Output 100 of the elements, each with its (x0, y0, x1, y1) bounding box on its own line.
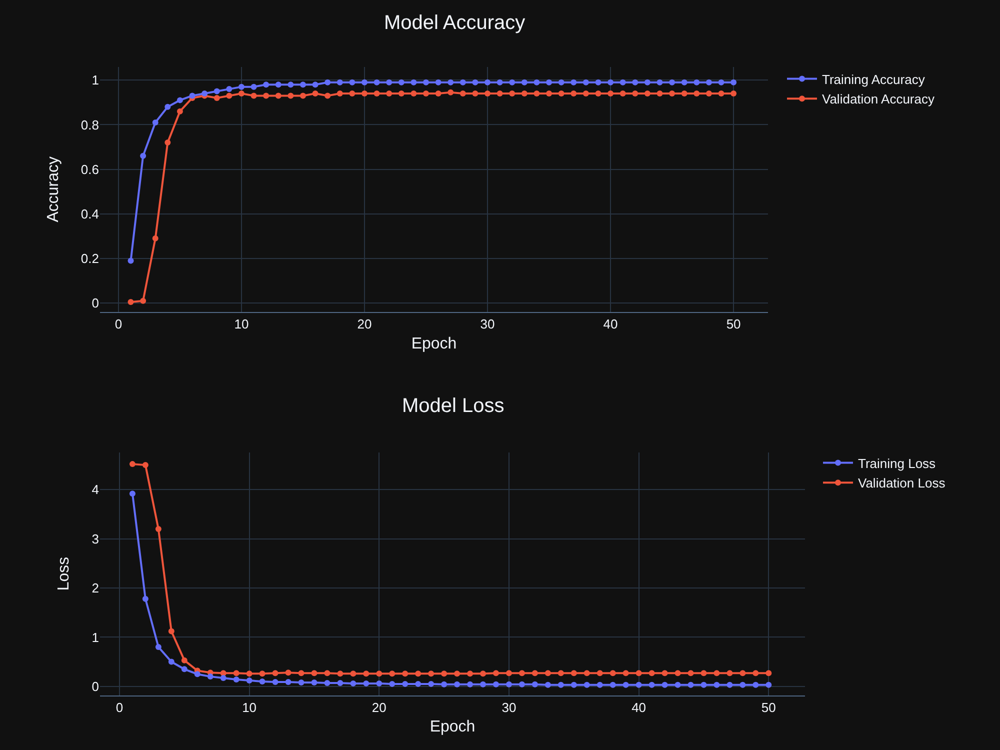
x-axis-title: Epoch (430, 718, 476, 736)
point (312, 82, 318, 88)
point (250, 92, 257, 99)
y-axis-title: Accuracy (44, 156, 62, 222)
point (688, 682, 694, 688)
point (726, 670, 733, 676)
point (506, 670, 512, 676)
point (669, 90, 676, 96)
y-tick-label: 1 (92, 72, 99, 88)
point (263, 92, 270, 99)
point (336, 79, 343, 86)
point (596, 670, 603, 676)
point (324, 670, 330, 676)
point (636, 682, 642, 688)
point (300, 82, 306, 88)
point (570, 670, 577, 676)
point (480, 670, 486, 677)
point (324, 92, 331, 99)
point (129, 461, 136, 468)
point (312, 90, 318, 96)
point (336, 90, 343, 96)
point (544, 670, 551, 676)
x-tick-label: 10 (234, 316, 249, 332)
point (259, 678, 266, 684)
point (570, 79, 577, 86)
point (622, 670, 629, 676)
point (361, 90, 368, 96)
x-tick-label: 50 (726, 316, 741, 332)
point (558, 79, 564, 86)
point (595, 90, 602, 96)
point (700, 670, 707, 676)
point (521, 90, 528, 96)
point (596, 682, 603, 688)
point (706, 79, 712, 86)
point (300, 92, 306, 99)
point (656, 79, 663, 86)
point (350, 670, 356, 677)
point (181, 666, 188, 672)
point (428, 680, 434, 687)
y-tick-label: 0 (92, 296, 99, 311)
point (648, 670, 655, 676)
point (311, 670, 318, 676)
point (518, 681, 525, 688)
point (441, 670, 448, 677)
point (376, 680, 382, 686)
point (492, 670, 499, 676)
point (484, 79, 491, 86)
x-tick-label: 30 (480, 316, 495, 332)
point (415, 670, 422, 677)
point (620, 90, 626, 96)
y-tick-label: 2 (92, 580, 99, 596)
legend-label: Validation Accuracy (822, 92, 935, 107)
point (398, 79, 404, 86)
point (648, 682, 655, 688)
point (546, 90, 552, 96)
y-axis-title: Loss (56, 556, 73, 591)
chart-title: Model Loss (402, 395, 504, 417)
point (454, 670, 460, 677)
point (472, 90, 478, 96)
legend-label: Validation Loss (858, 476, 946, 491)
point (694, 79, 700, 86)
point (467, 670, 474, 677)
point (700, 682, 707, 688)
chart-title: Model Accuracy (384, 12, 526, 34)
point (484, 90, 491, 96)
point (298, 679, 304, 686)
point (272, 670, 278, 676)
point (521, 79, 528, 86)
point (363, 680, 370, 686)
point (140, 298, 146, 304)
point (423, 79, 429, 86)
point (176, 108, 183, 114)
point (214, 94, 220, 101)
point (644, 79, 650, 86)
point (506, 681, 512, 688)
point (435, 79, 442, 86)
point (730, 90, 737, 96)
point (233, 670, 240, 676)
point (176, 97, 183, 104)
point (558, 682, 564, 688)
point (584, 682, 590, 688)
x-tick-label: 40 (603, 316, 618, 332)
point (584, 670, 590, 676)
point (656, 90, 663, 96)
y-tick-label: 4 (92, 482, 99, 498)
point (662, 682, 668, 688)
point (155, 644, 162, 650)
point (410, 90, 417, 96)
y-tick-label: 1 (92, 630, 99, 645)
point (288, 82, 294, 88)
point (233, 676, 240, 683)
point (389, 670, 396, 677)
point (164, 104, 171, 110)
point (238, 90, 244, 96)
point (285, 670, 292, 676)
point (740, 670, 746, 676)
y-tick-label: 0.2 (80, 251, 99, 266)
point (350, 680, 356, 686)
point (226, 92, 232, 99)
point (582, 79, 589, 86)
